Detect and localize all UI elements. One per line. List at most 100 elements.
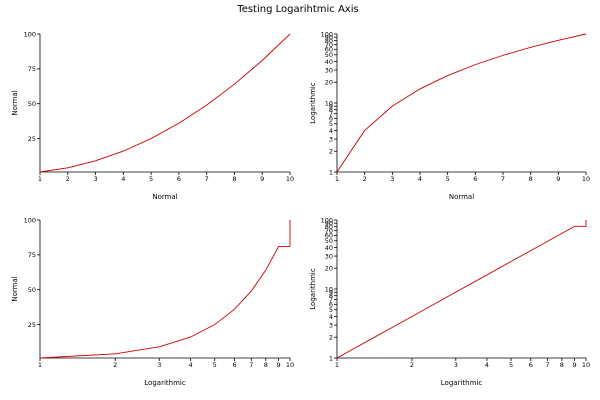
y-tick-label: 25 — [28, 135, 36, 143]
y-tick-label: 6 — [329, 301, 333, 309]
y-tick-label: 9 — [329, 288, 333, 296]
x-tick-label: 7 — [501, 175, 505, 183]
x-tick-label: 8 — [264, 361, 268, 369]
chart-3: 1 2 3 4 5 6 7 8 9 10 25 50 75 100 Logarithmic Normal — [11, 216, 294, 387]
x-tick-label: 2 — [410, 361, 414, 369]
y-tick-label: 6 — [329, 115, 333, 123]
x-tick-label: 2 — [363, 175, 367, 183]
x-tick-label: 10 — [286, 175, 294, 183]
x-tick-label: 4 — [418, 175, 422, 183]
y-tick-label: 20 — [325, 79, 333, 87]
y-axis-label: Logarithmic — [309, 82, 317, 124]
y-tick-label: 100 — [24, 30, 36, 38]
chart-4: 1 2 3 4 5 6 7 8 9 1012345678910203040506070809010… — [309, 216, 590, 387]
x-tick-label: 5 — [446, 175, 450, 183]
x-tick-label: 7 — [205, 175, 209, 183]
x-tick-label: 9 — [556, 175, 560, 183]
y-tick-label: 1 — [329, 354, 333, 362]
x-tick-label: 9 — [260, 175, 264, 183]
x-tick-label: 9 — [276, 361, 280, 369]
x-tick-label: 3 — [93, 175, 97, 183]
y-tick-label: 8 — [329, 106, 333, 114]
x-tick-label: 7 — [545, 361, 549, 369]
y-axis-label: Logarithmic — [309, 268, 317, 310]
y-tick-label: 10 — [325, 285, 333, 293]
x-tick-label: 8 — [529, 175, 533, 183]
x-tick-label: 4 — [485, 361, 489, 369]
y-tick-label: 90 — [325, 33, 333, 41]
y-tick-label: 100 — [321, 30, 333, 38]
series-line — [336, 33, 587, 173]
y-tick-label: 4 — [329, 127, 333, 135]
y-tick-label: 75 — [28, 251, 36, 259]
y-tick-label: 100 — [321, 216, 333, 224]
y-tick-label: 70 — [325, 227, 333, 235]
x-tick-label: 10 — [582, 361, 590, 369]
y-tick-label: 3 — [329, 321, 333, 329]
y-tick-label: 2 — [329, 334, 333, 342]
y-tick-label: 50 — [325, 51, 333, 59]
y-tick-label: 3 — [329, 135, 333, 143]
x-tick-label: 4 — [121, 175, 125, 183]
y-tick-label: 60 — [325, 232, 333, 240]
x-axis-label: Logarithmic — [144, 379, 186, 387]
x-tick-label: 1 — [335, 361, 339, 369]
y-tick-label: 90 — [325, 219, 333, 227]
y-tick-label: 80 — [325, 37, 333, 45]
x-tick-label: 8 — [232, 175, 236, 183]
x-axis-label: Logarithmic — [441, 379, 483, 387]
y-tick-label: 50 — [28, 100, 36, 108]
y-tick-label: 8 — [329, 292, 333, 300]
y-tick-label: 30 — [325, 66, 333, 74]
x-tick-label: 5 — [509, 361, 513, 369]
y-tick-label: 50 — [28, 286, 36, 294]
x-axis-label: Normal — [152, 193, 177, 201]
x-tick-label: 3 — [157, 361, 161, 369]
y-tick-label: 9 — [329, 102, 333, 110]
x-tick-label: 6 — [529, 361, 533, 369]
x-tick-label: 8 — [560, 361, 564, 369]
x-tick-label: 7 — [249, 361, 253, 369]
y-tick-label: 70 — [325, 41, 333, 49]
x-tick-label: 6 — [177, 175, 181, 183]
y-tick-label: 20 — [325, 265, 333, 273]
y-tick-label: 5 — [329, 306, 333, 314]
x-tick-label: 3 — [454, 361, 458, 369]
x-tick-label: 5 — [149, 175, 153, 183]
y-axis-label: Normal — [11, 276, 19, 301]
series-line — [39, 220, 291, 359]
y-tick-label: 80 — [325, 223, 333, 231]
y-tick-label: 4 — [329, 313, 333, 321]
y-tick-label: 60 — [325, 46, 333, 54]
x-axis-label: Normal — [449, 193, 474, 201]
y-tick-label: 40 — [325, 244, 333, 252]
chart-1: 1 2 3 4 5 6 7 8 9 10 25 50 75 100 Normal Normal — [11, 30, 294, 201]
x-tick-label: 2 — [113, 361, 117, 369]
series-line — [336, 220, 587, 359]
x-tick-label: 4 — [188, 361, 192, 369]
y-axis-label: Normal — [11, 90, 19, 115]
y-tick-label: 5 — [329, 120, 333, 128]
y-tick-label: 7 — [329, 296, 333, 304]
x-tick-label: 6 — [232, 361, 236, 369]
x-tick-label: 1 — [38, 361, 42, 369]
y-tick-label: 7 — [329, 110, 333, 118]
x-tick-label: 10 — [582, 175, 590, 183]
x-tick-label: 10 — [286, 361, 294, 369]
y-tick-label: 40 — [325, 58, 333, 66]
x-tick-label: 3 — [390, 175, 394, 183]
x-tick-label: 2 — [66, 175, 70, 183]
x-tick-label: 9 — [573, 361, 577, 369]
y-tick-label: 1 — [329, 168, 333, 176]
x-tick-label: 1 — [38, 175, 42, 183]
figure-title: Testing Logarihtmic Axis — [236, 4, 358, 15]
y-tick-label: 25 — [28, 321, 36, 329]
y-tick-label: 100 — [24, 216, 36, 224]
x-tick-label: 6 — [473, 175, 477, 183]
chart-2: 1 2 3 4 5 6 7 8 9 1012345678910203040506070809010… — [309, 30, 590, 201]
series-line — [39, 33, 291, 173]
y-tick-label: 10 — [325, 99, 333, 107]
